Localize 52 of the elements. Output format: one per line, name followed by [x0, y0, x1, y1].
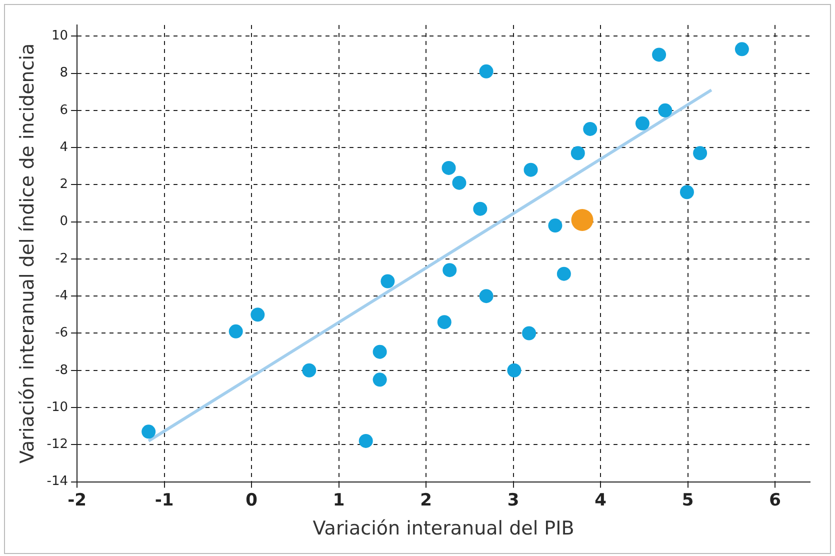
- point: [380, 274, 395, 288]
- y-tick-label: -10: [46, 400, 68, 415]
- x-tick-label: 3: [507, 490, 520, 510]
- y-tick-label: 6: [60, 102, 68, 118]
- point: [734, 42, 749, 56]
- x-tick-label: 6: [769, 490, 782, 510]
- point: [452, 176, 466, 190]
- y-tick-label: -4: [55, 288, 68, 304]
- point: [479, 289, 494, 304]
- point: [442, 160, 456, 175]
- point: [570, 146, 585, 160]
- x-tick-label: 4: [594, 490, 607, 510]
- x-tick-label: 1: [332, 490, 345, 510]
- point: [442, 263, 457, 278]
- y-tick-label: 4: [60, 140, 68, 155]
- point: [524, 162, 538, 177]
- point: [302, 363, 316, 378]
- point: [658, 103, 672, 118]
- y-tick-label: 2: [60, 177, 68, 192]
- point: [635, 116, 650, 130]
- y-tick-label: -6: [55, 326, 68, 341]
- point: [479, 64, 494, 78]
- y-tick-label: 0: [60, 214, 68, 230]
- y-tick-label: -2: [55, 251, 68, 266]
- y-tick-label: -12: [46, 437, 68, 452]
- point: [358, 434, 373, 448]
- y-tick-label: -14: [46, 474, 68, 490]
- point: [556, 266, 571, 281]
- y-tick-label: 8: [60, 66, 68, 81]
- point: [680, 185, 694, 200]
- y-tick-label: -8: [55, 362, 68, 378]
- point: [571, 208, 594, 231]
- y-tick-label: 10: [51, 28, 68, 44]
- point: [548, 218, 562, 233]
- point: [228, 324, 243, 338]
- point: [507, 363, 522, 378]
- x-tick-label: 2: [420, 490, 432, 510]
- x-tick-label: -1: [154, 490, 174, 510]
- point: [583, 122, 598, 136]
- point: [142, 424, 156, 439]
- point: [437, 315, 452, 330]
- point: [652, 48, 666, 62]
- point: [693, 146, 708, 160]
- x-tick-label: 0: [246, 490, 258, 510]
- point: [372, 372, 387, 387]
- point: [522, 326, 536, 340]
- point: [250, 308, 265, 322]
- x-axis-title: Variación interanual del PIB: [312, 518, 574, 540]
- point: [473, 202, 488, 216]
- y-axis-title: Variación interanual del índice de incidencia: [16, 43, 38, 464]
- x-tick-label: 5: [682, 490, 694, 510]
- point: [372, 344, 387, 359]
